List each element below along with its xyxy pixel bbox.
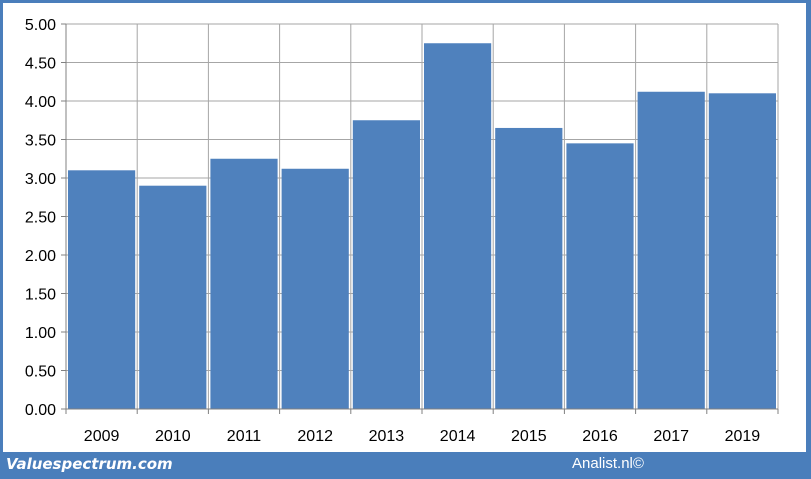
y-tick-label: 4.50: [25, 56, 56, 73]
bar-2019: [708, 93, 776, 410]
x-tick-label: 2009: [84, 428, 120, 445]
y-tick-label: 5.00: [25, 17, 56, 34]
analist-label: Analist.nl©: [572, 455, 644, 472]
x-tick-label: 2011: [227, 428, 262, 445]
x-tick-label: 2015: [511, 428, 547, 445]
bar-2017: [637, 91, 705, 409]
y-tick-label: 2.50: [25, 210, 56, 227]
y-tick-label: 1.00: [25, 325, 56, 342]
x-tick-label: 2014: [440, 428, 476, 445]
x-tick-label: 2019: [725, 428, 761, 445]
x-tick-label: 2017: [653, 428, 689, 445]
bar-2010: [139, 185, 207, 409]
bar-2013: [352, 120, 420, 409]
y-tick-label: 4.00: [25, 94, 56, 111]
bar-2011: [210, 158, 278, 409]
y-tick-label: 3.00: [25, 171, 56, 188]
y-tick-label: 1.50: [25, 287, 56, 304]
y-tick-label: 3.50: [25, 133, 56, 150]
x-tick-label: 2010: [155, 428, 191, 445]
y-tick-label: 0.00: [25, 402, 56, 419]
x-tick-label: 2012: [297, 428, 333, 445]
bar-2016: [566, 143, 634, 409]
y-tick-label: 2.00: [25, 248, 56, 265]
bar-2009: [68, 170, 136, 409]
bar-2015: [495, 127, 563, 409]
bar-2014: [424, 43, 492, 409]
valuespectrum-label: Valuespectrum.com: [6, 455, 173, 473]
x-tick-label: 2016: [582, 428, 618, 445]
y-tick-label: 0.50: [25, 364, 56, 381]
x-tick-label: 2013: [369, 428, 405, 445]
bar-2012: [281, 168, 349, 409]
